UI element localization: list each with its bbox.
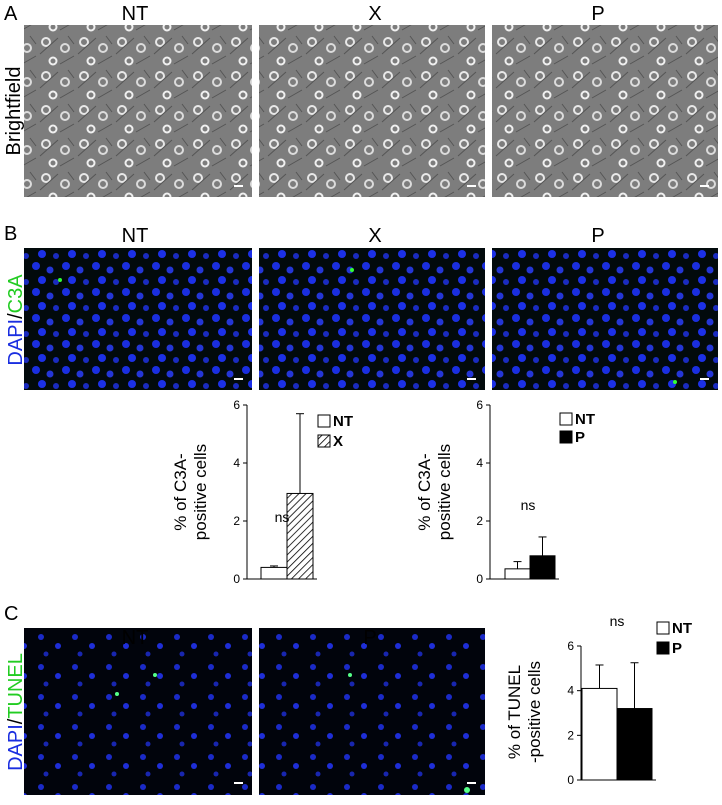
micrographs (24, 25, 718, 795)
row-label-part: DAPI (5, 319, 27, 366)
y-tick-label: 6 (476, 398, 483, 412)
row-label-part: Brightfield (3, 67, 25, 156)
row-label-part: / (5, 313, 27, 319)
y-axis-label: positive cells (435, 444, 454, 540)
column-label: NT (122, 627, 149, 649)
y-axis-label: % of TUNEL (505, 665, 524, 759)
y-tick-label: 2 (476, 514, 483, 528)
positive-cell (673, 380, 677, 384)
bar (529, 555, 556, 580)
legend-swatch (559, 412, 573, 426)
legend-label: P (672, 640, 682, 657)
y-axis-label: -positive cells (525, 661, 544, 763)
bar (581, 687, 618, 781)
fluorescence-image (492, 248, 718, 390)
bar (260, 566, 288, 580)
column-label: P (591, 225, 604, 247)
panel-label: B (4, 223, 17, 245)
positive-cell (58, 278, 62, 282)
positive-cell (153, 673, 157, 677)
positive-cell (348, 673, 352, 677)
fluorescence-image (259, 628, 485, 795)
legend-swatch (317, 434, 331, 448)
y-tick-label: 4 (233, 456, 240, 470)
legend-label: P (575, 429, 585, 446)
legend-label: X (333, 433, 343, 450)
row-label: DAPI/C3A (5, 274, 27, 366)
column-label: NT (122, 3, 149, 25)
panel-label: C (4, 603, 18, 625)
y-axis-label: % of C3A- (171, 453, 190, 530)
brightfield-image (24, 25, 252, 197)
row-label-part: / (5, 718, 27, 724)
y-tick-label: 6 (233, 398, 240, 412)
row-label-part: DAPI (5, 724, 27, 771)
fluorescence-image (259, 248, 485, 390)
bar (616, 708, 653, 781)
column-label: X (368, 3, 381, 25)
column-label: P (591, 3, 604, 25)
row-label-part: TUNEL (5, 653, 27, 719)
legend-label: NT (575, 411, 595, 428)
legend-swatch (559, 430, 573, 444)
fluorescence-image (24, 248, 252, 390)
panel-label: A (4, 3, 18, 25)
y-tick-label: 2 (233, 514, 240, 528)
y-tick-label: 0 (233, 572, 240, 586)
positive-cell (464, 787, 470, 793)
legend-swatch (656, 621, 670, 635)
brightfield-image (259, 25, 485, 197)
y-tick-label: 0 (567, 773, 574, 787)
y-axis-label: positive cells (191, 444, 210, 540)
annotation: ns (610, 613, 625, 629)
scale-bars (234, 185, 709, 784)
y-tick-label: 6 (567, 639, 574, 653)
y-tick-label: 0 (476, 572, 483, 586)
annotation: ns (275, 509, 290, 525)
fluorescence-image (24, 628, 252, 795)
row-label: Brightfield (3, 67, 25, 156)
brightfield-image (492, 25, 718, 197)
y-tick-label: 4 (567, 684, 574, 698)
positive-cell (115, 692, 119, 696)
bar (286, 492, 314, 580)
y-tick-label: 4 (476, 456, 483, 470)
positive-cell (350, 268, 354, 272)
column-label: P (363, 627, 376, 649)
bar (504, 568, 531, 580)
y-axis-label: % of C3A- (415, 453, 434, 530)
column-label: NT (122, 225, 149, 247)
y-tick-label: 2 (567, 728, 574, 742)
column-label: X (368, 225, 381, 247)
row-label-part: C3A (5, 274, 27, 314)
row-label: DAPI/TUNEL (5, 653, 27, 771)
legend-label: NT (672, 620, 692, 637)
legend-swatch (656, 641, 670, 655)
legend-swatch (317, 414, 331, 428)
annotation: ns (521, 497, 536, 513)
legend-label: NT (333, 413, 353, 430)
